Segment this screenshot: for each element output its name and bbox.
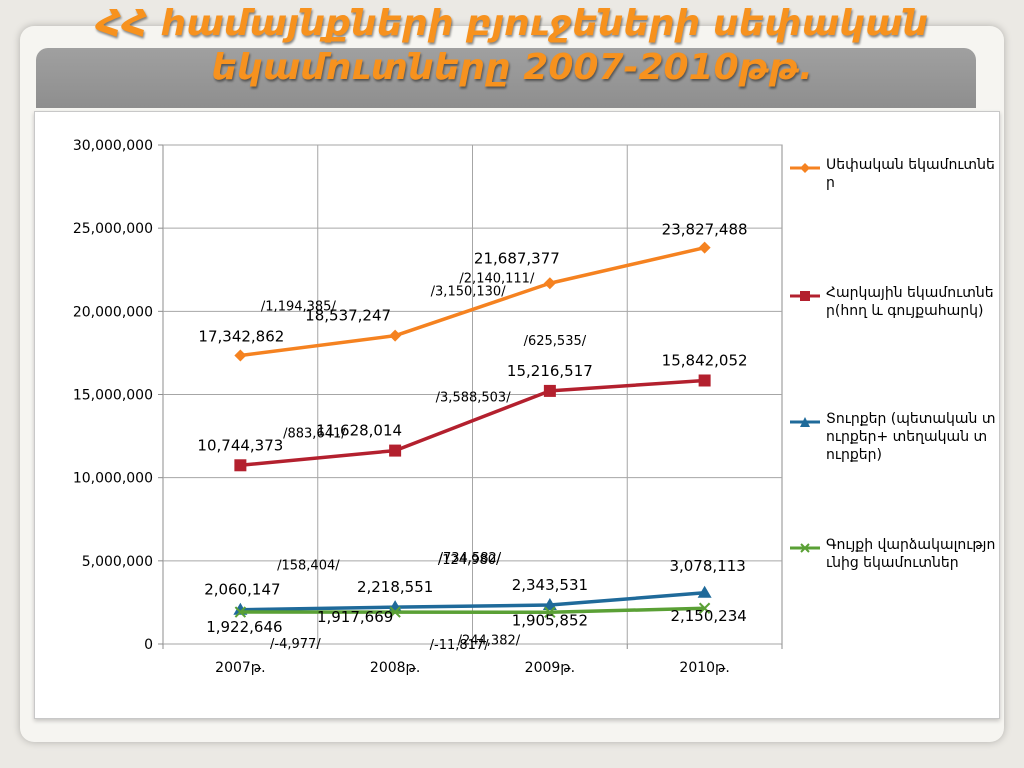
- data-point-tax-revenues: [234, 459, 247, 472]
- change-label-tax-revenues: /625,535/: [524, 334, 587, 349]
- data-label-own-revenues: 17,342,862: [198, 328, 284, 346]
- slide-title: ՀՀ համայնքների բյուջեների սեփական եկամու…: [0, 0, 1024, 112]
- y-tick-label: 10,000,000: [73, 471, 153, 487]
- data-point-property-lease: [234, 606, 247, 618]
- data-label-property-lease: 1,905,852: [512, 611, 588, 629]
- legend-swatch-fees: [790, 417, 820, 427]
- legend-swatch-own-revenues: [790, 163, 820, 173]
- data-label-tax-revenues: 15,216,517: [507, 362, 593, 380]
- change-label-own-revenues: /1,194,385/: [261, 300, 337, 315]
- legend-label-property-lease: Գույքի վարձակալությունից եկամուտներ: [826, 537, 996, 571]
- data-point-fees: [697, 585, 712, 598]
- x-tick-label: 2009թ.: [525, 660, 575, 676]
- y-tick-label: 15,000,000: [73, 388, 153, 404]
- data-label-own-revenues: 21,687,377: [474, 249, 560, 267]
- title-bar: [36, 48, 976, 108]
- legend-swatch-tax-revenues: [790, 291, 820, 301]
- change-label-property-lease: /-4,977/: [270, 637, 321, 652]
- series-line-property-lease: [240, 606, 705, 615]
- data-label-property-lease: 1,917,669: [317, 608, 393, 626]
- change-label-own-revenues: /3,150,130/: [431, 285, 507, 300]
- y-tick-label: 30,000,000: [73, 138, 153, 154]
- legend-label-own-revenues: Սեփական եկամուտներ: [826, 157, 995, 191]
- data-label-tax-revenues: 15,842,052: [662, 351, 748, 369]
- legend-swatch-property-lease: [790, 543, 820, 553]
- change-label-property-lease: /-11,817/: [430, 638, 490, 653]
- change-label-property-lease: /244,382/: [458, 633, 521, 648]
- data-label-fees: 2,343,531: [512, 576, 588, 594]
- data-point-own-revenues: [543, 277, 556, 290]
- data-label-fees: 3,078,113: [669, 557, 745, 575]
- data-label-property-lease: 1,922,646: [206, 618, 282, 636]
- change-label-fees: /734,582/: [439, 551, 502, 566]
- change-label-fees: /158,404/: [277, 559, 340, 574]
- data-point-property-lease: [544, 606, 556, 619]
- legend-label-tax-revenues: Հարկային եկամուտներ(հող և գույքահարկ): [826, 285, 994, 319]
- data-point-property-lease: [389, 606, 401, 618]
- series-line-tax-revenues: [240, 378, 705, 468]
- change-label-fees: /124,980/: [438, 553, 501, 568]
- data-point-tax-revenues: [543, 384, 556, 397]
- data-label-own-revenues: 23,827,488: [662, 221, 748, 239]
- data-point-own-revenues: [698, 241, 711, 254]
- y-tick-label: 5,000,000: [82, 554, 153, 570]
- y-tick-label: 25,000,000: [73, 221, 153, 237]
- slide-title-line-2: եկամուտները 2007-2010թթ.: [211, 47, 813, 88]
- slide-title-line-1: ՀՀ համայնքների բյուջեների սեփական: [95, 3, 929, 44]
- series-line-fees: [240, 591, 705, 612]
- data-label-tax-revenues: 10,744,373: [197, 436, 283, 454]
- change-label-tax-revenues: /883,641/: [283, 426, 346, 441]
- x-tick-label: 2010թ.: [679, 660, 729, 676]
- data-label-fees: 2,218,551: [357, 578, 433, 596]
- y-tick-label: 0: [144, 637, 153, 653]
- series-line-own-revenues: [240, 245, 706, 358]
- change-label-own-revenues: /2,140,111/: [459, 271, 535, 286]
- x-tick-label: 2008թ.: [370, 660, 420, 676]
- data-point-fees: [542, 598, 557, 611]
- change-label-tax-revenues: /3,588,503/: [436, 391, 512, 406]
- x-tick-label: 2007թ.: [215, 660, 265, 676]
- data-label-fees: 2,060,147: [204, 581, 280, 599]
- data-point-tax-revenues: [389, 444, 402, 457]
- data-label-own-revenues: 18,537,247: [305, 307, 391, 325]
- y-tick-label: 20,000,000: [73, 304, 153, 320]
- data-point-own-revenues: [234, 349, 247, 362]
- data-label-tax-revenues: 11,628,014: [316, 422, 402, 440]
- data-point-property-lease: [698, 602, 711, 614]
- data-label-property-lease: 2,150,234: [670, 607, 746, 625]
- data-point-own-revenues: [389, 329, 402, 342]
- legend-label-fees: Տուրքեր (պետական տուրքեր+ տեղական տուրքե…: [826, 411, 996, 463]
- data-point-tax-revenues: [698, 374, 711, 387]
